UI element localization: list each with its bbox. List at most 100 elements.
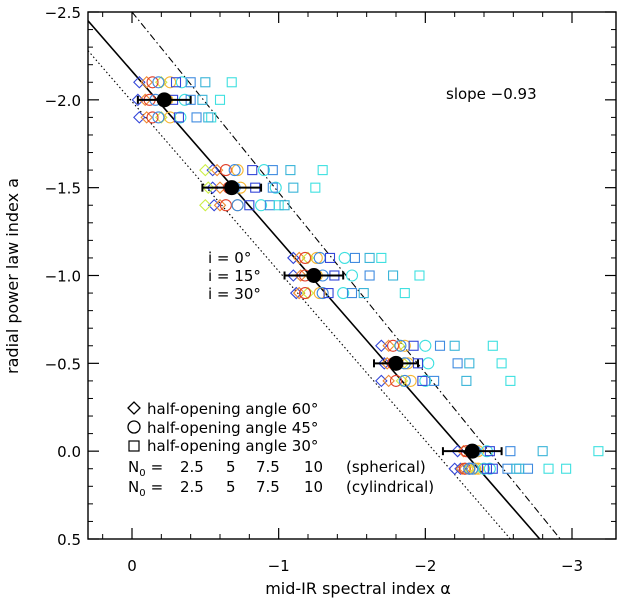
legend-diamond-marker: [127, 401, 141, 415]
marker-diamond-1-3: [210, 163, 224, 177]
marker-square-8-4: [267, 182, 278, 193]
marker-circle-4-3: [231, 164, 244, 177]
marker-square-8-6: [349, 252, 360, 263]
marker-square-7-3: [247, 165, 258, 176]
marker-square-10-11: [461, 375, 472, 386]
marker-circle-3-11: [389, 374, 403, 387]
marker-square-7-6: [324, 252, 336, 263]
marker-square-8-2: [191, 112, 202, 123]
marker-circle-6-5: [231, 199, 244, 212]
legend-label-60: half-opening angle 60°: [147, 400, 318, 418]
marker-square-8-7: [364, 270, 375, 281]
marker-diamond-1-2: [140, 111, 153, 124]
n0-cylindrical-value-4: 10: [304, 478, 323, 496]
marker-circle-5-9: [419, 339, 432, 352]
marker-circle-5-7: [345, 269, 359, 282]
marker-circle-6-0: [152, 76, 165, 89]
x-tick-label: −3: [561, 557, 583, 575]
n0-row-spherical: N0 =: [128, 458, 163, 479]
inclination-label-0: i = 0°: [208, 249, 251, 267]
marker-diamond-1-11: [382, 374, 395, 388]
marker-square-9-14: [543, 463, 554, 474]
marker-diamond-0-5: [207, 198, 221, 212]
marker-circle-5-8: [337, 287, 350, 300]
y-tick-label: 0.5: [57, 531, 81, 549]
marker-circle-4-14: [472, 462, 485, 475]
marker-square-7-0: [170, 77, 182, 88]
marker-square-10-3: [285, 165, 296, 176]
mean-point-1: [224, 180, 240, 196]
marker-square-9-10: [496, 358, 507, 369]
marker-square-9-1: [214, 94, 226, 105]
marker-diamond-1-0: [140, 75, 153, 89]
marker-square-10-10: [464, 358, 475, 369]
marker-square-8-12: [502, 463, 513, 474]
marker-square-10-13: [537, 446, 548, 457]
marker-circle-6-11: [398, 374, 411, 387]
marker-circle-4-6: [310, 251, 323, 264]
marker-circle-4-11: [404, 374, 417, 387]
marker-diamond-0-9: [375, 339, 388, 353]
marker-diamond-1-5: [213, 198, 227, 212]
n0-spherical-value-3: 7.5: [256, 458, 280, 476]
legend-label-45: half-opening angle 45°: [147, 419, 318, 437]
marker-square-10-1: [197, 94, 208, 105]
marker-square-7-8: [323, 288, 334, 299]
marker-circle-3-12: [458, 462, 471, 475]
marker-circle-3-8: [299, 287, 312, 300]
marker-diamond-0-0: [133, 75, 146, 89]
marker-square-8-13: [505, 446, 516, 457]
marker-square-9-11: [505, 375, 516, 386]
y-tick-label: −1.5: [45, 180, 81, 198]
marker-circle-5-14: [483, 462, 496, 475]
marker-square-9-9: [487, 340, 498, 351]
marker-diamond-2-5: [199, 198, 212, 212]
marker-circle-3-0: [146, 76, 159, 89]
marker-square-10-12: [514, 463, 525, 474]
marker-square-8-8: [346, 288, 358, 299]
marker-square-7-12: [481, 463, 492, 474]
marker-square-7-9: [408, 340, 419, 351]
marker-square-9-3: [317, 165, 328, 176]
marker-circle-3-6: [299, 251, 312, 264]
y-tick-label: −2.0: [45, 92, 81, 110]
n0-spherical-suffix: (spherical): [346, 458, 426, 476]
marker-square-7-5: [244, 200, 255, 211]
y-tick-label: −2.5: [45, 4, 81, 22]
marker-square-8-11: [429, 375, 440, 386]
y-tick-label: −1.0: [45, 268, 81, 286]
slope-annotation: slope −0.93: [446, 85, 537, 103]
marker-square-7-2: [173, 112, 184, 123]
n0-cylindrical-value-2: 5: [226, 478, 236, 496]
marker-square-10-4: [288, 182, 299, 193]
marker-circle-4-0: [164, 76, 177, 89]
marker-square-9-2: [206, 112, 217, 123]
marker-circle-6-14: [466, 462, 479, 475]
marker-circle-4-8: [313, 287, 326, 300]
inclination-label-30: i = 30°: [208, 285, 261, 303]
marker-square-8-3: [267, 165, 278, 176]
marker-circle-5-4: [269, 181, 282, 194]
marker-circle-4-9: [398, 339, 411, 352]
marker-square-10-7: [388, 270, 399, 281]
marker-square-10-6: [364, 252, 375, 263]
marker-diamond-0-11: [375, 374, 388, 388]
mean-points: [136, 92, 503, 459]
marker-circle-5-2: [174, 111, 187, 124]
legend-square-marker: [128, 440, 140, 452]
marker-square-9-8: [399, 288, 410, 299]
n0-cylindrical-suffix: (cylindrical): [346, 478, 434, 496]
legend-label-30: half-opening angle 30°: [147, 437, 318, 455]
marker-diamond-2-0: [155, 75, 168, 89]
marker-circle-5-5: [255, 199, 268, 212]
marker-diamond-1-8: [292, 286, 306, 300]
inclination-label-15: i = 15°: [208, 267, 261, 285]
marker-circle-6-6: [313, 251, 326, 264]
x-axis-title: mid-IR spectral index α: [265, 579, 451, 598]
marker-square-9-4: [310, 182, 321, 193]
marker-circle-6-3: [228, 164, 241, 177]
marker-diamond-0-6: [287, 251, 300, 265]
marker-square-8-9: [434, 340, 446, 351]
marker-square-9-7: [414, 270, 425, 281]
